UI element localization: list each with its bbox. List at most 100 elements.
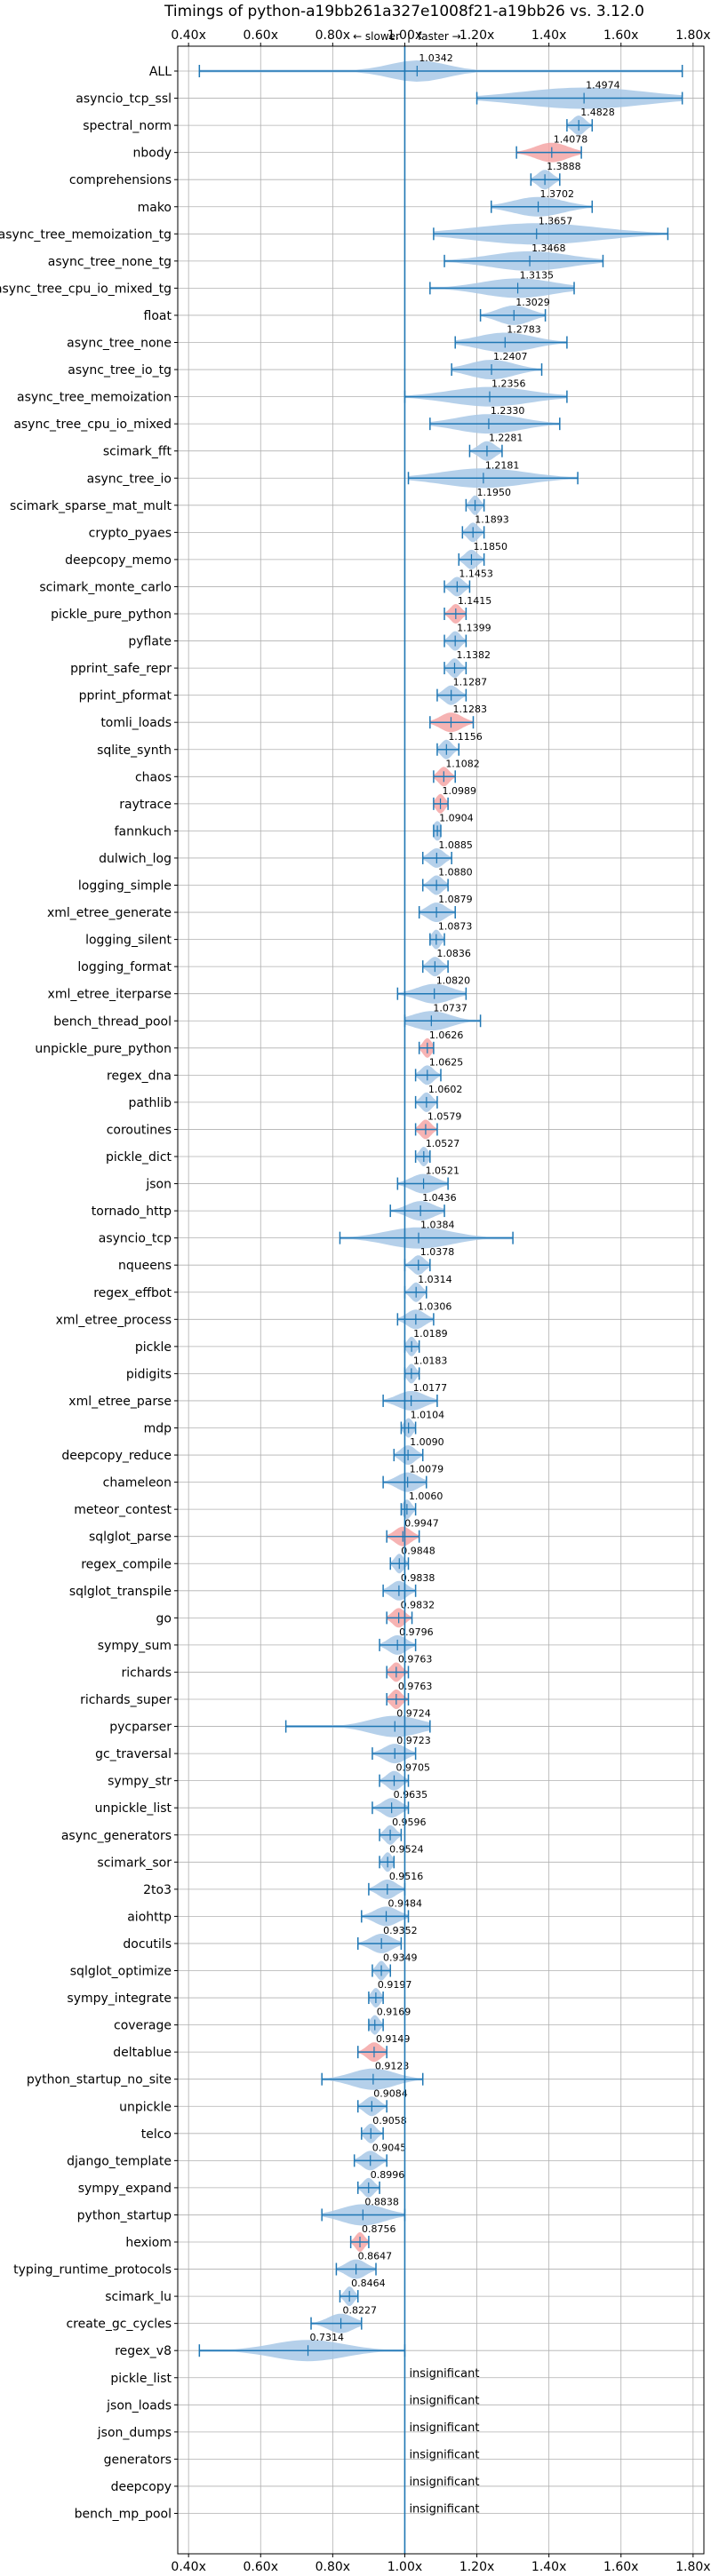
benchmark-value-label: 0.9169: [377, 2007, 411, 2018]
benchmark-value-label: 0.8227: [343, 2305, 378, 2317]
benchmark-value-label: 1.3702: [540, 188, 575, 200]
benchmark-value-label: 0.9723: [396, 1735, 431, 1746]
insignificant-label: insignificant: [409, 2448, 479, 2461]
benchmark-value-label: 0.9724: [396, 1708, 431, 1720]
benchmark-label: sympy_sum: [98, 1639, 172, 1653]
benchmark-label: regex_v8: [115, 2344, 172, 2358]
benchmark-label: scimark_monte_carlo: [39, 580, 172, 594]
separator-label: |: [407, 30, 411, 43]
benchmark-value-label: 1.0104: [411, 1410, 445, 1421]
benchmark-value-label: 1.0836: [436, 948, 470, 959]
benchmark-value-label: 0.9763: [398, 1653, 433, 1665]
benchmark-label: pycparser: [109, 1721, 172, 1735]
benchmark-value-label: 1.0189: [413, 1328, 448, 1340]
direction-labels: ← slower | faster →: [353, 30, 461, 43]
benchmark-label: json_dumps: [97, 2426, 172, 2440]
benchmark-label: float: [144, 309, 172, 323]
benchmark-value-label: 1.0904: [439, 812, 474, 823]
benchmark-value-label: 1.3029: [515, 297, 550, 308]
benchmark-value-label: 0.9123: [375, 2061, 410, 2072]
benchmark-value-label: 1.3888: [547, 161, 581, 172]
benchmark-label: docutils: [123, 1937, 172, 1952]
x-tick-label-top: 1.20x: [459, 28, 494, 43]
faster-label: faster →: [418, 30, 461, 43]
x-tick-label-bottom: 1.00x: [387, 2560, 422, 2574]
benchmark-label: xml_etree_parse: [68, 1395, 172, 1409]
benchmark-value-label: 1.2783: [507, 324, 541, 336]
benchmark-label: dulwich_log: [99, 852, 172, 866]
benchmark-value-label: 0.9832: [401, 1599, 435, 1610]
benchmark-label: tomli_loads: [100, 716, 172, 730]
benchmark-value-label: 0.7314: [310, 2332, 345, 2343]
benchmark-value-label: 1.0342: [419, 52, 453, 64]
insignificant-label: insignificant: [409, 2503, 479, 2516]
benchmark-label: deepcopy: [111, 2480, 172, 2494]
benchmark-label: scimark_fft: [103, 445, 172, 459]
benchmark-label: sympy_str: [108, 1775, 172, 1789]
x-tick-label-bottom: 1.80x: [675, 2560, 710, 2574]
benchmark-value-label: 1.2330: [491, 405, 525, 417]
benchmark-label: json: [145, 1178, 172, 1192]
benchmark-label: xml_etree_generate: [47, 906, 172, 920]
benchmark-label: ALL: [149, 65, 172, 79]
benchmark-value-label: 1.0820: [436, 975, 471, 987]
insignificant-label: insignificant: [409, 2476, 479, 2489]
benchmark-label: mako: [138, 201, 172, 215]
benchmark-label: chaos: [135, 770, 172, 784]
benchmark-label: regex_dna: [107, 1069, 172, 1083]
benchmark-value-label: 0.8838: [364, 2196, 399, 2207]
x-tick-label-bottom: 1.60x: [603, 2560, 638, 2574]
benchmark-value-label: 0.9848: [401, 1545, 435, 1556]
benchmark-value-label: 1.2407: [493, 351, 528, 362]
benchmark-label: pickle: [135, 1340, 172, 1355]
x-tick-label-top: 1.40x: [531, 28, 566, 43]
benchmark-value-label: 0.9763: [398, 1681, 433, 1692]
benchmark-label: coroutines: [107, 1123, 172, 1137]
benchmark-label: async_tree_memoization_tg: [0, 227, 172, 242]
benchmark-label: logging_simple: [78, 879, 172, 894]
benchmark-value-label: 1.0579: [427, 1110, 462, 1122]
benchmark-label: sympy_expand: [78, 2182, 172, 2196]
benchmark-label: pickle_list: [110, 2372, 172, 2386]
benchmark-value-label: 0.9352: [383, 1925, 418, 1936]
benchmark-label: asyncio_tcp_ssl: [76, 92, 172, 107]
benchmark-label: async_generators: [61, 1829, 172, 1843]
benchmark-value-label: 1.0060: [409, 1491, 443, 1502]
x-tick-label-bottom: 1.20x: [459, 2560, 494, 2574]
benchmark-value-label: 1.1399: [457, 623, 491, 634]
benchmark-value-label: 1.2281: [489, 433, 523, 444]
benchmark-label: deltablue: [113, 2046, 172, 2060]
benchmark-label: comprehensions: [69, 173, 172, 187]
x-tick-label-top: 1.60x: [603, 28, 638, 43]
benchmark-value-label: 1.0306: [418, 1300, 452, 1312]
benchmark-value-label: 1.1156: [448, 731, 482, 743]
insignificant-label: insignificant: [409, 2367, 479, 2381]
benchmark-value-label: 1.4828: [580, 107, 615, 118]
benchmark-value-label: 1.0989: [443, 785, 476, 797]
benchmark-label: async_tree_io: [87, 472, 172, 486]
benchmark-value-label: 1.3657: [539, 215, 573, 227]
benchmark-value-label: 0.8464: [351, 2278, 386, 2289]
benchmark-label: json_loads: [106, 2398, 172, 2413]
benchmark-label: pprint_safe_repr: [70, 662, 172, 676]
benchmark-value-label: 1.0602: [428, 1084, 463, 1095]
insignificant-label: insignificant: [409, 2421, 479, 2435]
insignificant-label: insignificant: [409, 2394, 479, 2407]
benchmark-label: sqlglot_transpile: [69, 1585, 172, 1599]
benchmark-label: async_tree_none: [67, 337, 172, 351]
benchmark-value-label: 0.9045: [372, 2142, 407, 2153]
benchmark-value-label: 0.9705: [395, 1762, 430, 1774]
benchmark-label: raytrace: [119, 798, 172, 812]
benchmark-label: deepcopy_reduce: [61, 1449, 172, 1463]
benchmark-value-label: 0.9796: [399, 1626, 434, 1638]
benchmark-label: scimark_sor: [97, 1856, 172, 1870]
benchmark-label: pyflate: [128, 635, 172, 649]
benchmark-label: pathlib: [129, 1096, 172, 1110]
chart-title: Timings of python-a19bb261a327e1008f21-a…: [164, 3, 644, 20]
benchmark-label: async_tree_cpu_io_mixed: [13, 417, 172, 432]
benchmark-value-label: 1.0436: [422, 1192, 457, 1204]
benchmark-label: async_tree_memoization: [17, 391, 172, 405]
x-tick-label-top: 0.40x: [171, 28, 205, 43]
benchmark-label: xml_etree_iterparse: [48, 988, 172, 1002]
